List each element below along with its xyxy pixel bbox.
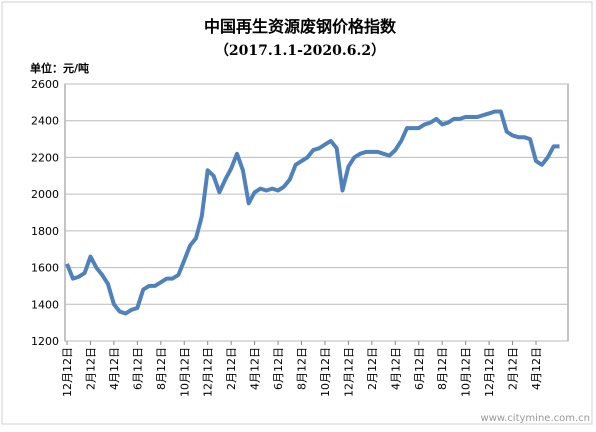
- x-tick-label: 2月12日: [84, 347, 97, 390]
- x-tick-label: 4月12日: [530, 347, 543, 390]
- x-tick-label: 10月12日: [178, 347, 191, 397]
- x-tick-label: 2月12日: [225, 347, 238, 390]
- line-series: [65, 109, 560, 316]
- x-tick-label: 6月12日: [272, 347, 285, 390]
- x-tick-label: 8月12日: [296, 347, 309, 390]
- chart-subtitle: （2017.1.1-2020.6.2）: [215, 43, 385, 59]
- x-tick-label: 10月12日: [319, 347, 332, 397]
- x-tick-label: 8月12日: [436, 347, 449, 390]
- x-tick-label: 4月12日: [389, 347, 402, 390]
- x-tick-label: 8月12日: [155, 347, 168, 390]
- x-tick-label: 2月12日: [507, 347, 520, 390]
- watermark: www.citymine.com.cn: [481, 413, 590, 424]
- y-tick-label: 1200: [31, 335, 59, 348]
- x-tick-label: 12月12日: [342, 347, 355, 397]
- y-tick-label: 2200: [31, 151, 59, 164]
- y-tick-label: 1800: [31, 225, 59, 238]
- y-tick-label: 2400: [31, 115, 59, 128]
- y-tick-label: 2600: [31, 78, 59, 91]
- chart-frame: [1, 1, 593, 425]
- x-tick-label: 12月12日: [483, 347, 496, 397]
- y-tick-label: 1600: [31, 262, 59, 275]
- y-axis-label: 单位：元/吨: [30, 61, 89, 75]
- chart-title: 中国再生资源废钢价格指数: [204, 17, 397, 36]
- x-tick-label: 12月12日: [61, 347, 74, 397]
- x-tick-label: 10月12日: [460, 347, 473, 397]
- y-tick-label: 2000: [31, 188, 59, 201]
- x-tick-label: 6月12日: [413, 347, 426, 390]
- x-tick-label: 4月12日: [249, 347, 262, 390]
- y-tick-label: 1400: [31, 298, 59, 311]
- x-tick-label: 6月12日: [131, 347, 144, 390]
- x-tick-label: 4月12日: [108, 347, 121, 390]
- x-tick-label: 2月12日: [366, 347, 379, 390]
- x-tick-label: 12月12日: [202, 347, 215, 397]
